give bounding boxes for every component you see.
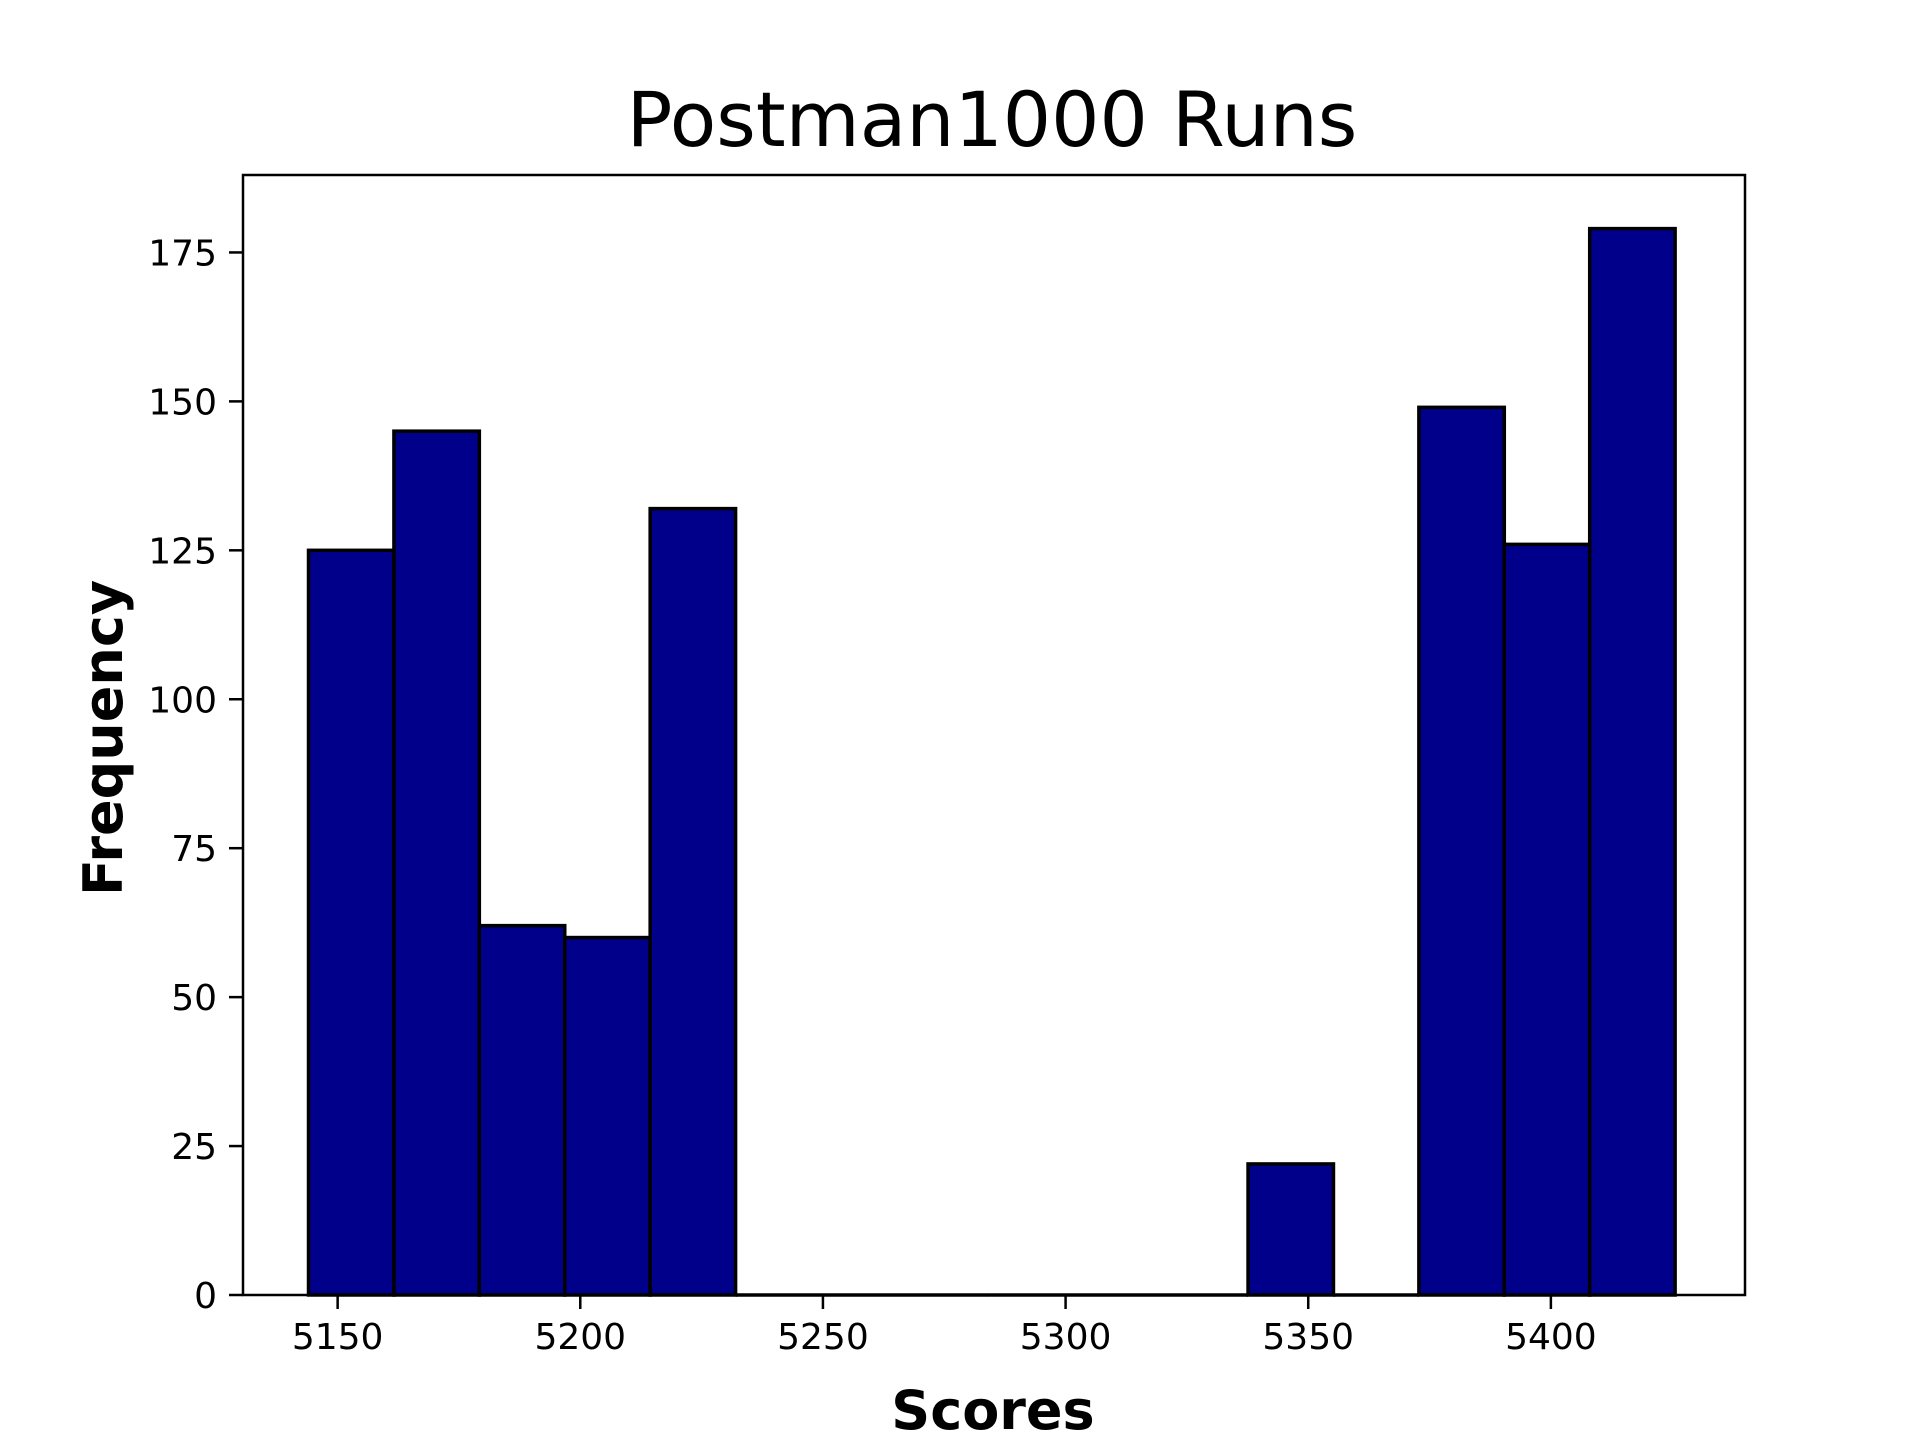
histogram-bar-14 [1502,542,1592,1297]
histogram-bar-11 [1246,1162,1336,1297]
y-tick-label-2: 50 [171,978,217,1019]
y-tick-label-7: 175 [148,233,217,274]
histogram-bar-1 [392,429,482,1297]
y-axis-label: Frequency [72,580,135,896]
y-tick-label-6: 150 [148,382,217,423]
histogram-bar-15 [1587,226,1677,1297]
y-tick-label-4: 100 [148,680,217,721]
y-tick-label-0: 0 [194,1276,217,1317]
x-tick-label-0: 5150 [292,1317,384,1358]
x-axis-ticks: 5150 5200 5250 5300 5350 5400 [292,1295,1597,1358]
x-tick-label-2: 5250 [777,1317,869,1358]
x-tick-label-5: 5400 [1505,1317,1597,1358]
x-axis-label: Scores [891,1379,1094,1440]
y-tick-label-3: 75 [171,829,217,870]
histogram-bar-3 [563,935,652,1297]
chart-title: Postman1000 Runs [627,75,1358,164]
y-tick-label-1: 25 [171,1127,217,1168]
plot-frame [241,173,1747,1297]
y-tick-label-5: 125 [148,531,217,572]
x-tick-label-3: 5300 [1020,1317,1112,1358]
histogram-bar-0 [306,548,396,1297]
bars-group [306,226,1677,1297]
x-tick-label-1: 5200 [534,1317,626,1358]
histogram-bar-13 [1417,405,1507,1297]
histogram-bar-4 [648,506,738,1297]
y-axis-ticks: 0 25 50 75 100 125 150 175 [148,233,243,1317]
histogram-bar-2 [477,923,567,1297]
x-tick-label-4: 5350 [1262,1317,1354,1358]
